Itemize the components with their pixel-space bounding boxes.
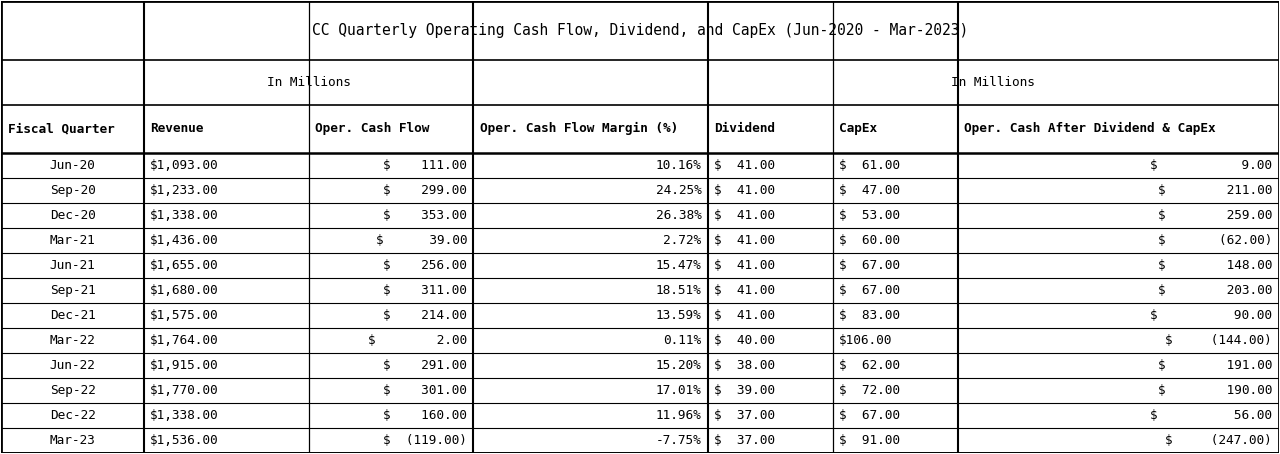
Text: $    353.00: $ 353.00 bbox=[383, 208, 467, 222]
Text: 15.20%: 15.20% bbox=[655, 359, 701, 371]
Text: Oper. Cash After Dividend & CapEx: Oper. Cash After Dividend & CapEx bbox=[964, 122, 1216, 135]
Text: $  40.00: $ 40.00 bbox=[714, 334, 776, 346]
Text: $1,764.00: $1,764.00 bbox=[150, 334, 219, 346]
Text: $  38.00: $ 38.00 bbox=[714, 359, 776, 371]
Text: Mar-23: Mar-23 bbox=[50, 434, 96, 447]
Text: $    311.00: $ 311.00 bbox=[383, 284, 467, 296]
Text: $    160.00: $ 160.00 bbox=[383, 409, 467, 422]
Text: CapEx: CapEx bbox=[838, 123, 877, 135]
Text: 18.51%: 18.51% bbox=[655, 284, 701, 296]
Text: $  62.00: $ 62.00 bbox=[838, 359, 900, 371]
Text: $  47.00: $ 47.00 bbox=[838, 183, 900, 197]
Text: $        211.00: $ 211.00 bbox=[1158, 183, 1272, 197]
Text: Fiscal Quarter: Fiscal Quarter bbox=[8, 123, 114, 135]
Text: In Millions: In Millions bbox=[951, 76, 1036, 89]
Text: In Millions: In Millions bbox=[266, 76, 351, 89]
Text: $  67.00: $ 67.00 bbox=[838, 259, 900, 271]
Text: $  83.00: $ 83.00 bbox=[838, 309, 900, 321]
Text: Dec-21: Dec-21 bbox=[50, 309, 96, 321]
Text: CC Quarterly Operating Cash Flow, Dividend, and CapEx (Jun-2020 - Mar-2023): CC Quarterly Operating Cash Flow, Divide… bbox=[312, 23, 968, 38]
Text: $        2.00: $ 2.00 bbox=[367, 334, 467, 346]
Text: 17.01%: 17.01% bbox=[655, 384, 701, 397]
Text: $  61.00: $ 61.00 bbox=[838, 158, 900, 172]
Text: Mar-22: Mar-22 bbox=[50, 334, 96, 346]
Text: Dec-20: Dec-20 bbox=[50, 208, 96, 222]
Text: $1,233.00: $1,233.00 bbox=[150, 183, 219, 197]
Text: $  72.00: $ 72.00 bbox=[838, 384, 900, 397]
Text: $  37.00: $ 37.00 bbox=[714, 434, 776, 447]
Text: $      39.00: $ 39.00 bbox=[375, 233, 467, 247]
Text: $1,915.00: $1,915.00 bbox=[150, 359, 219, 371]
Text: $  60.00: $ 60.00 bbox=[838, 233, 900, 247]
Text: $  39.00: $ 39.00 bbox=[714, 384, 776, 397]
Text: $  41.00: $ 41.00 bbox=[714, 183, 776, 197]
Text: $          56.00: $ 56.00 bbox=[1151, 409, 1272, 422]
Text: Sep-22: Sep-22 bbox=[50, 384, 96, 397]
Text: Jun-22: Jun-22 bbox=[50, 359, 96, 371]
Text: Dec-22: Dec-22 bbox=[50, 409, 96, 422]
Text: $    301.00: $ 301.00 bbox=[383, 384, 467, 397]
Text: 10.16%: 10.16% bbox=[655, 158, 701, 172]
Text: Sep-20: Sep-20 bbox=[50, 183, 96, 197]
Text: $        190.00: $ 190.00 bbox=[1158, 384, 1272, 397]
Text: $    256.00: $ 256.00 bbox=[383, 259, 467, 271]
Text: $     (144.00): $ (144.00) bbox=[1166, 334, 1272, 346]
Text: $  (119.00): $ (119.00) bbox=[383, 434, 467, 447]
Text: 0.11%: 0.11% bbox=[663, 334, 701, 346]
Text: $  67.00: $ 67.00 bbox=[838, 284, 900, 296]
Text: $1,338.00: $1,338.00 bbox=[150, 208, 219, 222]
Text: Jun-20: Jun-20 bbox=[50, 158, 96, 172]
Text: $    291.00: $ 291.00 bbox=[383, 359, 467, 371]
Text: Oper. Cash Flow Margin (%): Oper. Cash Flow Margin (%) bbox=[480, 122, 678, 135]
Text: Jun-21: Jun-21 bbox=[50, 259, 96, 271]
Text: $          90.00: $ 90.00 bbox=[1151, 309, 1272, 321]
Text: $    299.00: $ 299.00 bbox=[383, 183, 467, 197]
Text: -7.75%: -7.75% bbox=[655, 434, 701, 447]
Text: $1,655.00: $1,655.00 bbox=[150, 259, 219, 271]
Text: $        259.00: $ 259.00 bbox=[1158, 208, 1272, 222]
Text: $  41.00: $ 41.00 bbox=[714, 158, 776, 172]
Text: $1,680.00: $1,680.00 bbox=[150, 284, 219, 296]
Text: Dividend: Dividend bbox=[714, 123, 776, 135]
Text: $  41.00: $ 41.00 bbox=[714, 309, 776, 321]
Text: $1,338.00: $1,338.00 bbox=[150, 409, 219, 422]
Text: 11.96%: 11.96% bbox=[655, 409, 701, 422]
Text: $        203.00: $ 203.00 bbox=[1158, 284, 1272, 296]
Text: 13.59%: 13.59% bbox=[655, 309, 701, 321]
Text: $  67.00: $ 67.00 bbox=[838, 409, 900, 422]
Text: $  53.00: $ 53.00 bbox=[838, 208, 900, 222]
Text: 2.72%: 2.72% bbox=[663, 233, 701, 247]
Text: $        191.00: $ 191.00 bbox=[1158, 359, 1272, 371]
Text: $     (247.00): $ (247.00) bbox=[1166, 434, 1272, 447]
Text: Revenue: Revenue bbox=[150, 123, 204, 135]
Text: 24.25%: 24.25% bbox=[655, 183, 701, 197]
Text: $  41.00: $ 41.00 bbox=[714, 208, 776, 222]
Text: $  41.00: $ 41.00 bbox=[714, 259, 776, 271]
Text: $1,093.00: $1,093.00 bbox=[150, 158, 219, 172]
Text: $    111.00: $ 111.00 bbox=[383, 158, 467, 172]
Text: $  41.00: $ 41.00 bbox=[714, 284, 776, 296]
Text: $           9.00: $ 9.00 bbox=[1151, 158, 1272, 172]
Text: $1,436.00: $1,436.00 bbox=[150, 233, 219, 247]
Text: $  37.00: $ 37.00 bbox=[714, 409, 776, 422]
Text: $    214.00: $ 214.00 bbox=[383, 309, 467, 321]
Text: $  91.00: $ 91.00 bbox=[838, 434, 900, 447]
Text: $106.00: $106.00 bbox=[838, 334, 892, 346]
Text: $1,575.00: $1,575.00 bbox=[150, 309, 219, 321]
Text: $        148.00: $ 148.00 bbox=[1158, 259, 1272, 271]
Text: Mar-21: Mar-21 bbox=[50, 233, 96, 247]
Text: $  41.00: $ 41.00 bbox=[714, 233, 776, 247]
Text: $1,770.00: $1,770.00 bbox=[150, 384, 219, 397]
Text: $1,536.00: $1,536.00 bbox=[150, 434, 219, 447]
Text: $       (62.00): $ (62.00) bbox=[1158, 233, 1272, 247]
Text: Oper. Cash Flow: Oper. Cash Flow bbox=[315, 123, 429, 135]
Text: 26.38%: 26.38% bbox=[655, 208, 701, 222]
Text: Sep-21: Sep-21 bbox=[50, 284, 96, 296]
Text: 15.47%: 15.47% bbox=[655, 259, 701, 271]
